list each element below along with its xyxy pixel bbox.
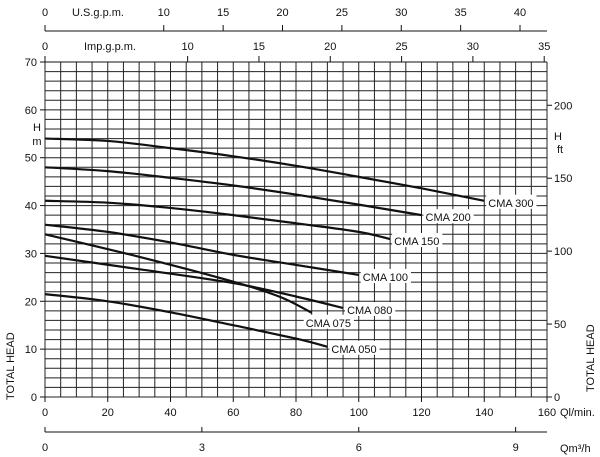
curve-cma-100: [44, 223, 359, 277]
x-tick-label: 20: [102, 407, 114, 419]
x-tick-label: 120: [412, 407, 430, 419]
y-unit-left-m: m: [32, 136, 41, 148]
x-tick-label: 40: [164, 407, 176, 419]
x-tick-label: 140: [475, 407, 493, 419]
m3h-tick-label: 6: [356, 442, 362, 454]
x-tick-label: 60: [227, 407, 239, 419]
imp-gpm-tick-label: 35: [538, 41, 550, 53]
curve-label-background: [360, 268, 411, 283]
y-tick-label: 60: [25, 105, 37, 117]
curve-label-background: [423, 209, 474, 224]
curve-label: CMA 150: [394, 236, 439, 248]
y-unit-left-h: H: [33, 122, 41, 134]
curve-cma-200: [44, 166, 422, 217]
curve-label-background: [345, 301, 396, 316]
imp-gpm-tick-label: 15: [253, 41, 265, 53]
curve-label-background: [486, 194, 537, 209]
us-gpm-tick-label: 15: [217, 7, 229, 19]
y-tick-label: 10: [25, 344, 37, 356]
y-tick-label: 30: [25, 248, 37, 260]
curve-cma-075: [44, 233, 313, 314]
y-axis-title-right: TOTAL HEAD: [585, 324, 597, 392]
us-gpm-tick-label: 25: [336, 7, 348, 19]
curve-cma-150: [44, 199, 391, 241]
x-tick-label: 80: [290, 407, 302, 419]
y-right-tick-label: 100: [554, 246, 572, 258]
y-right-tick-label: 200: [554, 100, 572, 112]
curve-label: CMA 075: [306, 318, 351, 330]
curve-label: CMA 200: [426, 212, 471, 224]
curve-label: CMA 080: [347, 305, 392, 317]
top-axis-us-label: U.S.g.p.m.: [72, 7, 124, 19]
m3h-tick-label: 0: [42, 442, 48, 454]
x-tick-label: 100: [350, 407, 368, 419]
y-tick-label: 40: [25, 201, 37, 213]
x-tick-label: 0: [42, 407, 48, 419]
imp-gpm-tick-label: 20: [324, 41, 336, 53]
top-axis-imp-label: Imp.g.p.m.: [84, 41, 136, 53]
us-gpm-tick-label: 35: [455, 7, 467, 19]
curve-cma-300: [44, 137, 485, 202]
us-gpm-tick-label: 30: [395, 7, 407, 19]
imp-gpm-tick-label: 0: [42, 41, 48, 53]
curve-label-background: [329, 340, 380, 355]
m3h-tick-label: 9: [513, 442, 519, 454]
curve-cma-050: [44, 293, 328, 348]
us-gpm-tick-label: 20: [276, 7, 288, 19]
imp-gpm-tick-label: 10: [182, 41, 194, 53]
y-tick-label: 70: [25, 57, 37, 69]
y-tick-label: 50: [25, 153, 37, 165]
curve-label-background: [303, 314, 354, 329]
grid: [44, 61, 548, 398]
y-right-tick-label: 50: [554, 319, 566, 331]
curve-label: CMA 100: [363, 272, 408, 284]
us-gpm-tick-label: 10: [158, 7, 170, 19]
imp-gpm-tick-label: 25: [395, 41, 407, 53]
x-tick-label: 160: [538, 407, 556, 419]
us-gpm-tick-label: 0: [42, 7, 48, 19]
m3h-tick-label: 3: [199, 442, 205, 454]
y-tick-label: 0: [31, 392, 37, 404]
y-unit-right-ft: ft: [557, 144, 563, 156]
curve-label: CMA 050: [331, 344, 376, 356]
curve-label-background: [392, 233, 443, 248]
x-axis-title: Ql/min.: [560, 407, 595, 419]
curve-cma-080: [44, 254, 344, 310]
y-axis-title-left: TOTAL HEAD: [5, 332, 17, 400]
imp-gpm-tick-label: 30: [467, 41, 479, 53]
us-gpm-tick-label: 40: [514, 7, 526, 19]
y-tick-label: 20: [25, 296, 37, 308]
y-unit-right-h: H: [554, 131, 562, 143]
y-right-tick-label: 0: [554, 392, 560, 404]
y-right-tick-label: 150: [554, 173, 572, 185]
bottom-axis-m3h-label: Qm³/h: [560, 443, 591, 455]
curve-label: CMA 300: [488, 198, 533, 210]
